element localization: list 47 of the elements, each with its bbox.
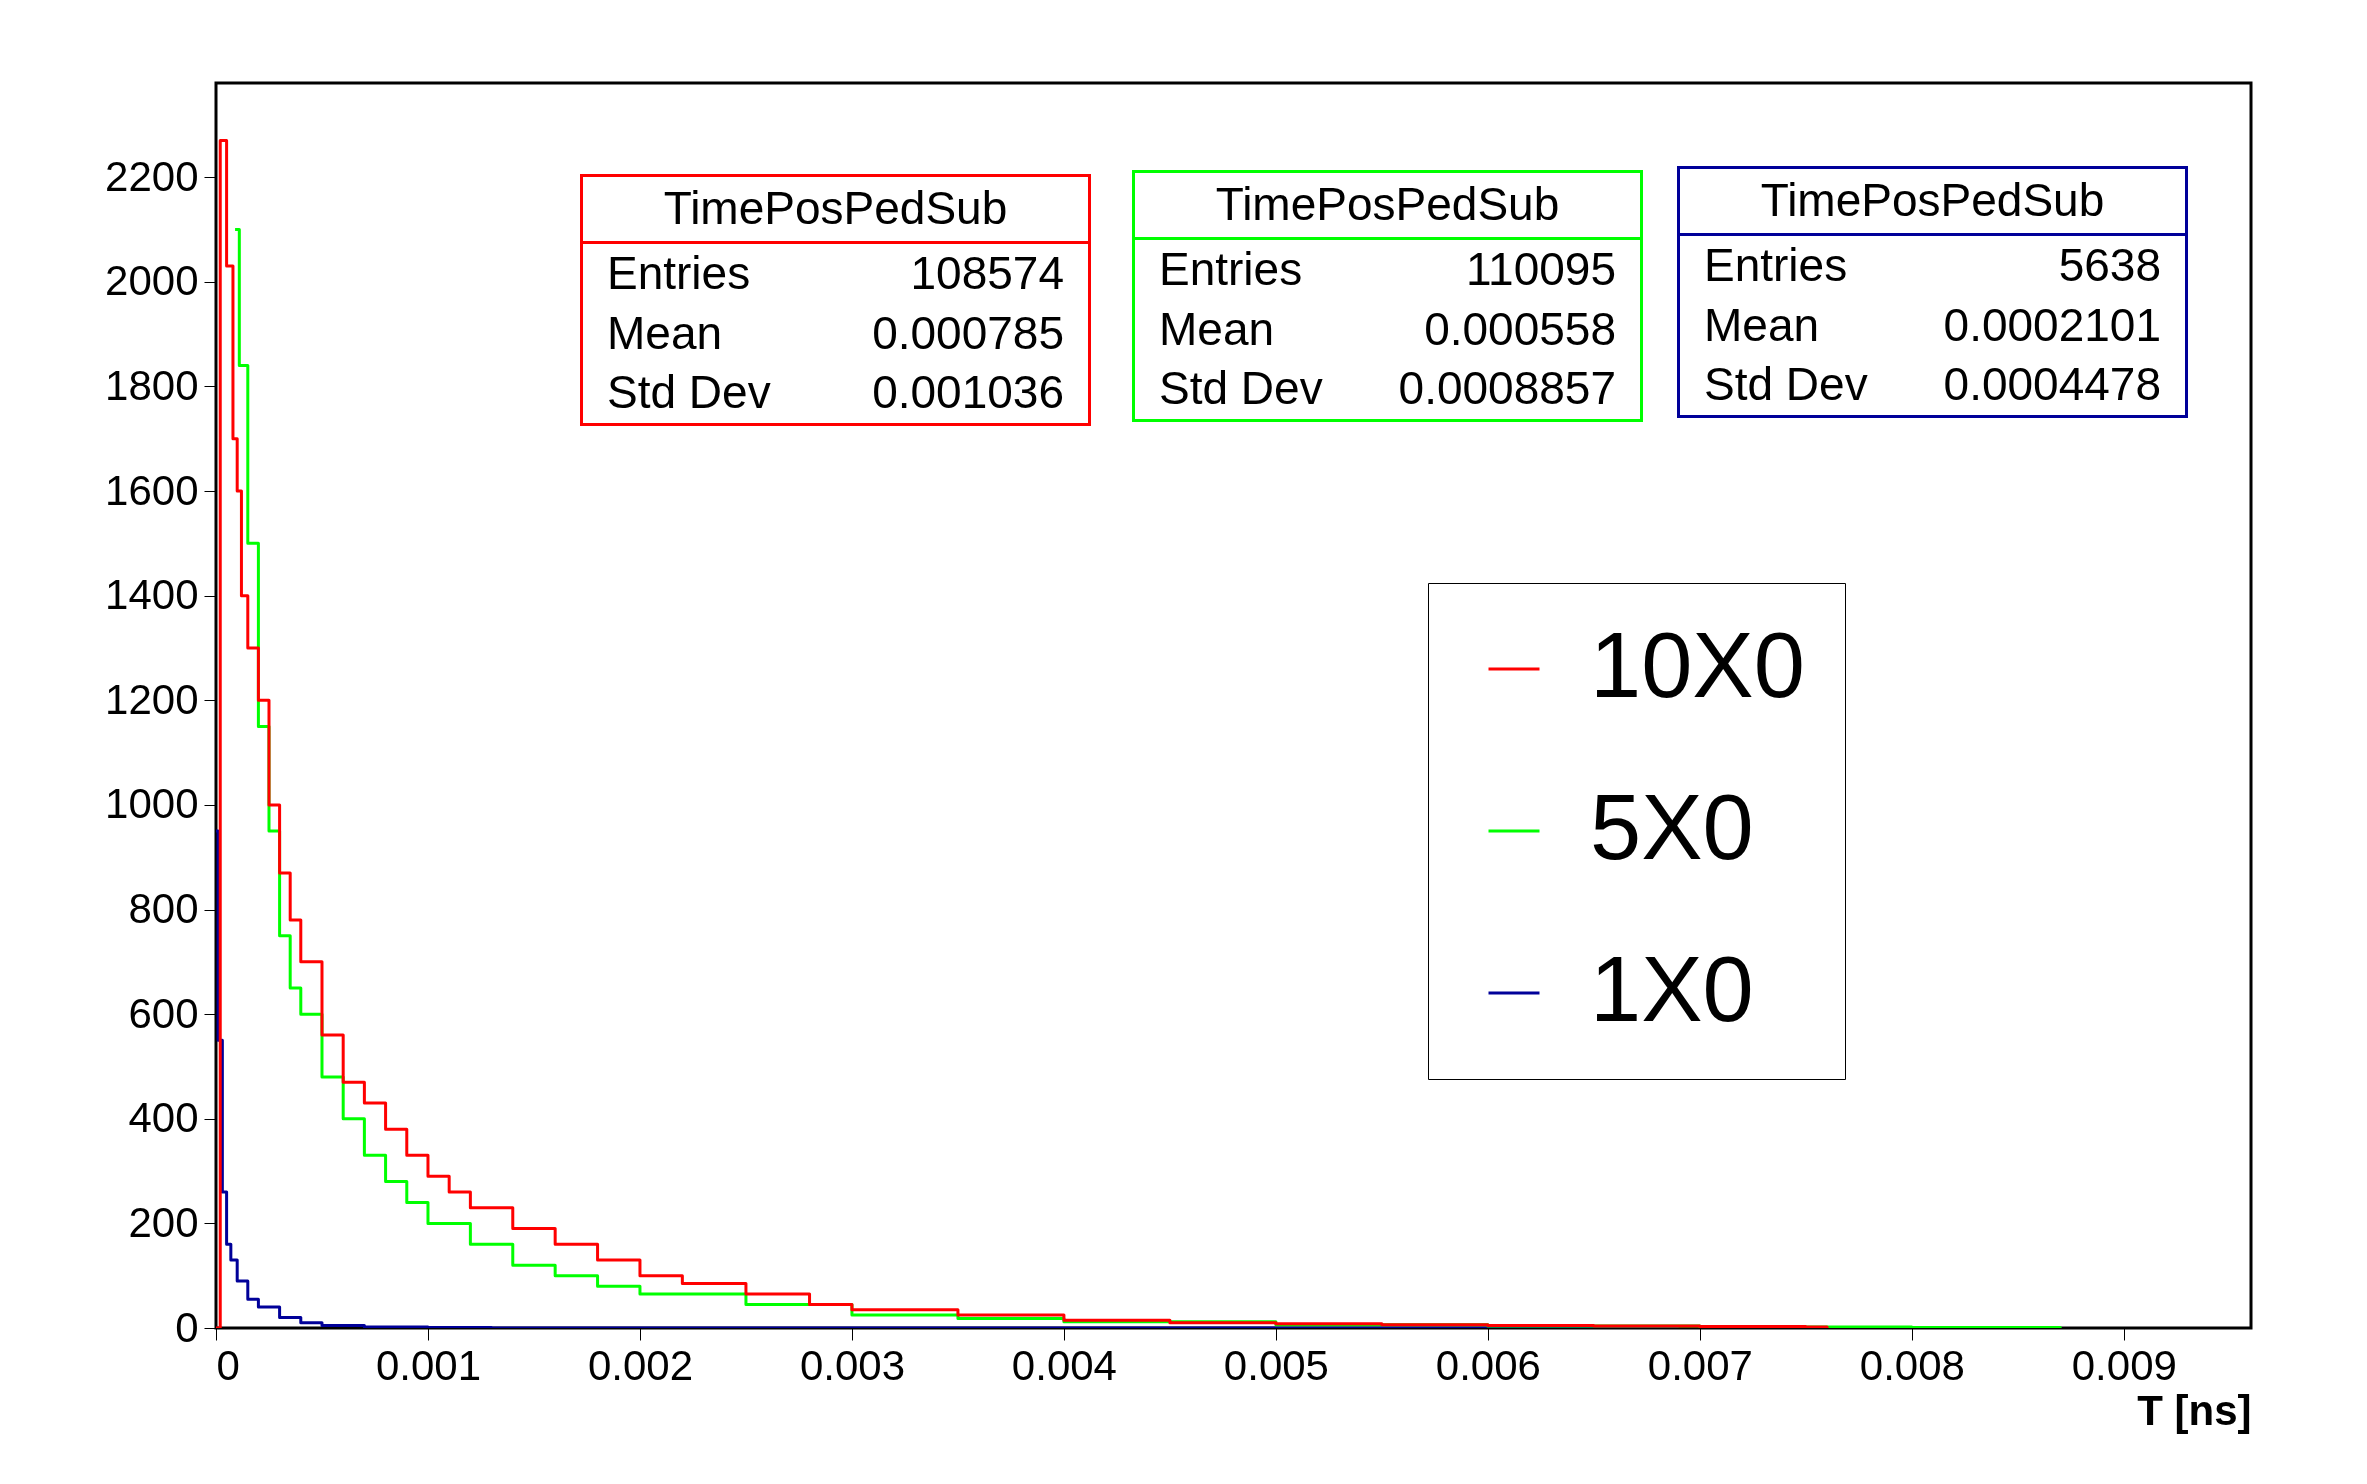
- annotation: 0.000558: [1424, 301, 1616, 357]
- y-tick-label: 1200: [105, 675, 199, 723]
- x-tick-label: 0.001: [375, 1341, 482, 1389]
- y-tick-label: 0: [175, 1303, 199, 1351]
- annotation: Std Dev: [607, 365, 771, 421]
- annotation: Entries: [1704, 237, 1848, 293]
- annotation: 0.0004478: [1943, 357, 2161, 413]
- y-tick-label: 400: [128, 1094, 199, 1142]
- annotation: Entries: [1159, 241, 1303, 297]
- annotation: 110095: [1465, 241, 1616, 297]
- y-tick-label: 1400: [105, 571, 199, 619]
- x-tick-label: 0.009: [2071, 1341, 2177, 1389]
- x-tick-label: 0.005: [1223, 1341, 1329, 1389]
- annotation: TimePosPedSub: [583, 177, 1088, 244]
- y-tick-label: 2200: [105, 152, 199, 200]
- annotation: Std Dev: [1159, 361, 1323, 417]
- annotation: 0.0002101: [1943, 297, 2161, 353]
- x-tick-label: 0.002: [587, 1341, 694, 1389]
- annotation: 5638: [2058, 237, 2161, 293]
- y-tick-label: 1800: [105, 361, 199, 409]
- annotation: TimePosPedSub: [1135, 173, 1640, 240]
- annotation: 108574: [910, 245, 1064, 301]
- legend-label: 1X0: [1590, 938, 1754, 1040]
- annotation: Entries: [607, 245, 751, 301]
- y-tick-label: 1000: [105, 780, 199, 828]
- x-tick-label: 0.003: [799, 1341, 905, 1389]
- annotation: 0.001036: [872, 365, 1064, 421]
- x-tick-label: 0.006: [1435, 1341, 1541, 1389]
- x-tick-label: 0.004: [1011, 1341, 1117, 1389]
- annotation: TimePosPedSub: [1680, 169, 2185, 236]
- x-tick-label: 0: [216, 1341, 240, 1389]
- annotation: Mean: [1159, 301, 1275, 357]
- y-tick-label: 800: [128, 885, 199, 933]
- y-tick-label: 2000: [105, 257, 199, 305]
- annotation: Mean: [607, 305, 723, 361]
- x-tick-label: 0.008: [1859, 1341, 1965, 1389]
- annotation: 0.0008857: [1398, 361, 1616, 417]
- legend-label: 10X0: [1590, 614, 1805, 716]
- y-tick-label: 200: [128, 1198, 199, 1246]
- legend-label: 5X0: [1590, 776, 1754, 878]
- y-tick-label: 600: [128, 989, 199, 1037]
- x-axis-title: T [ns]: [2137, 1386, 2252, 1434]
- annotation: Mean: [1704, 297, 1820, 353]
- x-tick-label: 0.007: [1647, 1341, 1753, 1389]
- y-tick-label: 1600: [105, 466, 199, 514]
- annotation: 0.000785: [872, 305, 1064, 361]
- annotation: Std Dev: [1704, 357, 1868, 413]
